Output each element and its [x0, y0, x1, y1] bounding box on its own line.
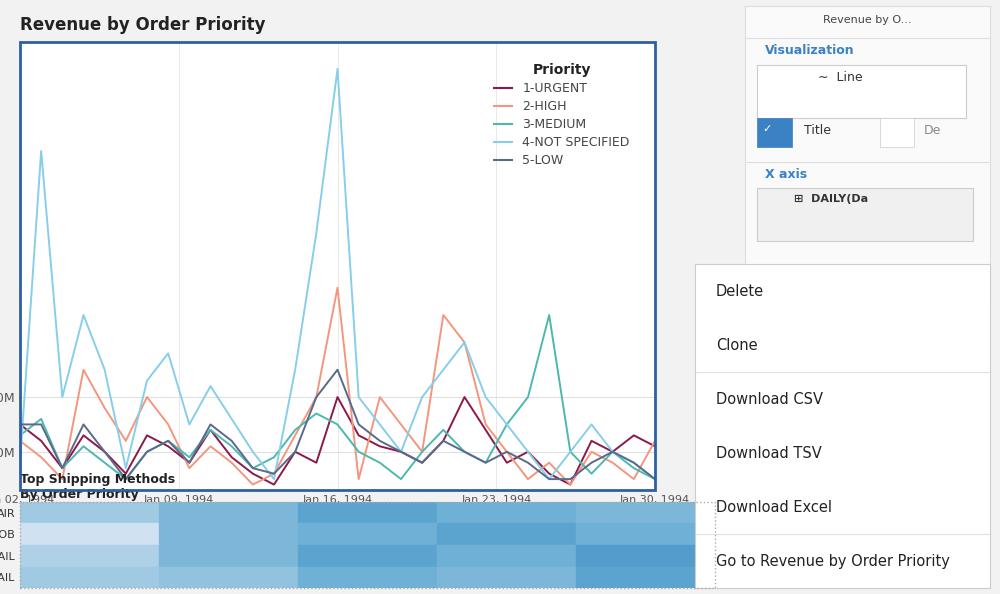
- Text: Clone: Clone: [716, 338, 757, 353]
- Text: Go to Revenue by Order Priority: Go to Revenue by Order Priority: [716, 554, 950, 568]
- Text: De: De: [924, 124, 941, 137]
- Bar: [757, 65, 966, 118]
- Bar: [159, 502, 298, 523]
- Bar: [159, 545, 298, 567]
- Text: Revenue by Order Priority: Revenue by Order Priority: [20, 17, 266, 34]
- Text: Visualization: Visualization: [765, 44, 854, 57]
- Bar: [298, 523, 437, 545]
- Bar: [437, 567, 576, 588]
- Bar: [576, 523, 715, 545]
- Text: Download CSV: Download CSV: [716, 391, 823, 407]
- Bar: [576, 567, 715, 588]
- Bar: [437, 523, 576, 545]
- Bar: [20, 545, 159, 567]
- Legend: 1-URGENT, 2-HIGH, 3-MEDIUM, 4-NOT SPECIFIED, 5-LOW: 1-URGENT, 2-HIGH, 3-MEDIUM, 4-NOT SPECIF…: [487, 57, 636, 173]
- Bar: [298, 567, 437, 588]
- Bar: [880, 118, 914, 147]
- Text: ⊞  DAILY(Da: ⊞ DAILY(Da: [794, 194, 868, 204]
- Text: Top Shipping Methods
By Order Priority: Top Shipping Methods By Order Priority: [20, 473, 175, 501]
- Text: ∼  Line: ∼ Line: [818, 71, 863, 84]
- Text: ✓: ✓: [762, 124, 772, 134]
- Bar: [757, 188, 973, 241]
- Bar: [159, 523, 298, 545]
- X-axis label: Date: Date: [319, 510, 356, 525]
- Bar: [20, 567, 159, 588]
- Bar: [20, 502, 159, 523]
- Text: Revenue by O...: Revenue by O...: [823, 15, 912, 25]
- Text: Download TSV: Download TSV: [716, 446, 821, 461]
- Bar: [437, 545, 576, 567]
- Text: Download Excel: Download Excel: [716, 500, 832, 514]
- Text: Delete: Delete: [716, 284, 764, 299]
- Text: X axis: X axis: [765, 168, 807, 181]
- Bar: [20, 523, 159, 545]
- Bar: [298, 545, 437, 567]
- Bar: [576, 502, 715, 523]
- Bar: [757, 118, 792, 147]
- Bar: [159, 567, 298, 588]
- Bar: [298, 502, 437, 523]
- Bar: [437, 502, 576, 523]
- Text: Title: Title: [804, 124, 831, 137]
- Bar: [576, 545, 715, 567]
